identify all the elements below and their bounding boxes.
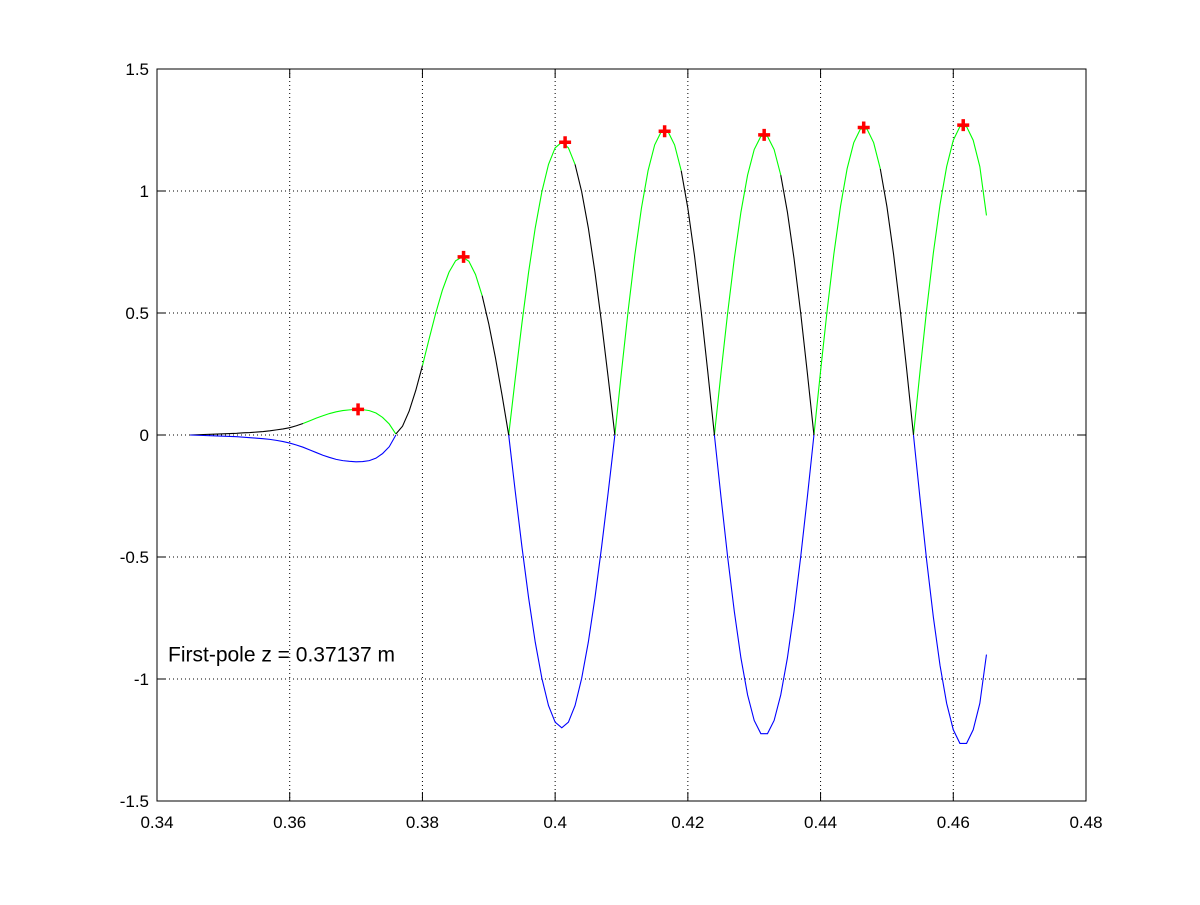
y-tick-label: 0 bbox=[140, 426, 149, 445]
markers bbox=[352, 119, 970, 416]
y-tick-label: 0.5 bbox=[125, 304, 149, 323]
peak-marker bbox=[758, 128, 771, 141]
y-tick-label: -1 bbox=[134, 670, 149, 689]
x-tick-label: 0.38 bbox=[406, 813, 439, 832]
peak-marker bbox=[957, 119, 970, 132]
series-line bbox=[302, 126, 988, 436]
lines bbox=[190, 126, 988, 744]
x-tick-label: 0.46 bbox=[937, 813, 970, 832]
peak-marker bbox=[658, 125, 671, 138]
peak-marker bbox=[352, 403, 365, 416]
x-tick-label: 0.48 bbox=[1069, 813, 1102, 832]
y-tick-label: 1 bbox=[140, 182, 149, 201]
peak-marker bbox=[457, 250, 470, 263]
peak-marker bbox=[857, 121, 870, 134]
annotation: First-pole z = 0.37137 m bbox=[168, 644, 395, 667]
ticks: 0.34 0.36 0.38 0.4 0.42 0.44 0.46 0.48 -1.5 -1 -0.… bbox=[120, 60, 1103, 832]
y-tick-label: 1.5 bbox=[125, 60, 149, 79]
x-tick-label: 0.44 bbox=[804, 813, 837, 832]
x-tick-label: 0.34 bbox=[140, 813, 173, 832]
x-tick-label: 0.36 bbox=[273, 813, 306, 832]
peak-marker bbox=[559, 136, 572, 149]
y-tick-label: -0.5 bbox=[120, 548, 149, 567]
series-line bbox=[190, 164, 915, 436]
series-line bbox=[190, 434, 988, 744]
x-tick-label: 0.42 bbox=[671, 813, 704, 832]
x-tick-label: 0.4 bbox=[543, 813, 567, 832]
y-tick-label: -1.5 bbox=[120, 792, 149, 811]
